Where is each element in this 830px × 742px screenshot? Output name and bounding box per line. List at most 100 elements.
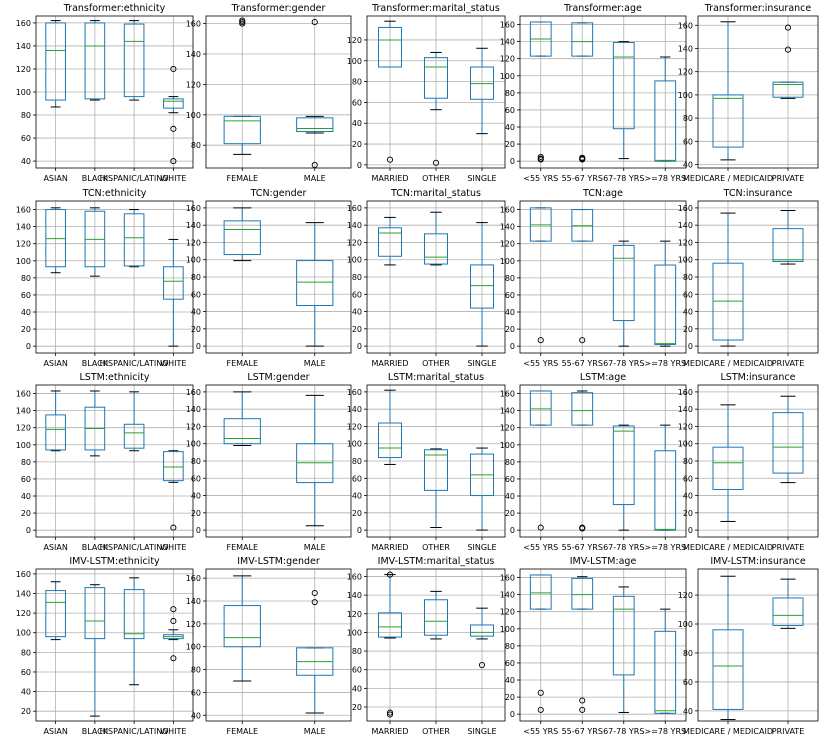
y-tick-label: 160	[347, 204, 362, 213]
x-tick-label: SINGLE	[467, 543, 496, 552]
boxplot-panel: IMV-LSTM:age 0 20 40 60 80 100 120 140 160 <55 YRS…	[500, 556, 687, 736]
panel-title: LSTM:ethnicity	[80, 372, 150, 383]
y-tick-label: 80	[191, 666, 201, 675]
panel-title: TCN:marital_status	[390, 188, 481, 199]
y-tick-label: 100	[500, 625, 515, 634]
y-tick-label: 160	[500, 206, 515, 215]
boxplot-panel: LSTM:ethnicity 0 20 40 60 80 100 120 140 160 ASIAN…	[16, 372, 194, 552]
y-tick-label: 20	[21, 325, 31, 334]
y-tick-label: 160	[16, 206, 31, 215]
outlier-point	[386, 156, 394, 163]
x-tick-label: MARRIED	[371, 727, 408, 736]
x-tick-label: 55-67 YRS	[562, 543, 603, 552]
iqr-box	[378, 612, 402, 638]
iqr-box	[612, 244, 635, 322]
box-white	[163, 606, 184, 662]
y-tick-label: 20	[505, 693, 515, 702]
box-hispanic-latino	[123, 20, 145, 101]
y-tick-label: 60	[683, 137, 693, 146]
y-tick-label: 120	[186, 80, 201, 89]
box-male	[296, 19, 334, 169]
boxplot-panel: Transformer:marital_status 0 20 40 60 80 100 12…	[347, 3, 506, 183]
x-tick-label: MEDICARE / MEDICAID	[683, 359, 773, 368]
outlier-point	[579, 706, 586, 713]
y-tick-label: 80	[505, 274, 515, 283]
box-medicare-medicaid	[712, 21, 744, 161]
axes-frame	[519, 15, 687, 169]
box-female	[223, 575, 261, 682]
y-tick-label: 80	[352, 273, 362, 282]
panel-title: Transformer:age	[563, 3, 642, 14]
iqr-box	[223, 605, 261, 648]
boxplot-panel: LSTM:marital_status 0 20 40 60 80 100 120 140 160…	[347, 372, 506, 552]
x-tick-label: SINGLE	[467, 174, 496, 183]
iqr-box	[654, 630, 677, 714]
y-tick-label: 40	[352, 308, 362, 317]
outlier-point	[170, 158, 177, 165]
y-tick-label: 100	[16, 88, 31, 97]
outlier-point	[386, 711, 394, 718]
x-tick-label: >=78 YRS	[644, 543, 686, 552]
axes-frame	[519, 384, 687, 538]
panel-title: Transformer:insurance	[704, 3, 812, 14]
iqr-box	[84, 587, 106, 640]
box-other	[424, 448, 448, 528]
y-tick-label: 40	[191, 492, 201, 501]
y-tick-label: 0	[357, 161, 362, 170]
y-tick-label: 120	[500, 55, 515, 64]
y-tick-label: 40	[21, 157, 31, 166]
iqr-box	[654, 80, 677, 162]
box-married	[378, 389, 402, 465]
x-tick-label: MARRIED	[371, 174, 408, 183]
x-tick-label: 55-67 YRS	[562, 174, 603, 183]
y-tick-label: 60	[21, 134, 31, 143]
x-tick-label: BLACK	[82, 543, 109, 552]
y-tick-label: 0	[688, 342, 693, 351]
y-tick-label: 20	[21, 509, 31, 518]
boxplot-panel: LSTM:age 0 20 40 60 80 100 120 140 160 <55 YRS 55-6…	[500, 372, 687, 552]
outlier-point	[386, 709, 394, 716]
y-tick-label: 40	[505, 492, 515, 501]
x-tick-label: <55 YRS	[523, 359, 558, 368]
outlier-point	[537, 153, 544, 160]
x-tick-label: HISPANIC/LATINO	[100, 543, 169, 552]
outlier-point	[170, 524, 177, 531]
y-tick-label: 0	[510, 157, 515, 166]
box-other	[424, 590, 448, 640]
y-tick-label: 80	[21, 274, 31, 283]
x-tick-label: MARRIED	[371, 543, 408, 552]
y-tick-label: 140	[347, 221, 362, 230]
y-tick-label: 100	[347, 440, 362, 449]
y-tick-label: 100	[678, 620, 693, 629]
x-tick-label: PRIVATE	[772, 543, 805, 552]
y-tick-label: 140	[678, 221, 693, 230]
axes-frame	[35, 200, 194, 354]
x-tick-label: OTHER	[422, 174, 450, 183]
x-tick-label: PRIVATE	[772, 727, 805, 736]
x-tick-label: 67-78 YRS	[603, 543, 644, 552]
x-tick-label: OTHER	[422, 727, 450, 736]
y-tick-label: 60	[191, 688, 201, 697]
iqr-box	[123, 23, 145, 98]
y-tick-label: 120	[347, 36, 362, 45]
y-tick-label: 140	[186, 50, 201, 59]
y-tick-label: 120	[186, 620, 201, 629]
y-tick-label: 120	[186, 238, 201, 247]
iqr-box	[712, 446, 744, 491]
outlier-point	[579, 156, 586, 163]
x-tick-label: <55 YRS	[523, 727, 558, 736]
x-tick-label: MEDICARE / MEDICAID	[683, 727, 773, 736]
y-tick-label: 40	[191, 308, 201, 317]
axes-frame	[205, 384, 352, 538]
x-tick-label: MARRIED	[371, 359, 408, 368]
y-tick-label: 40	[505, 308, 515, 317]
iqr-box	[84, 22, 106, 100]
x-tick-label: OTHER	[422, 359, 450, 368]
axes-frame	[35, 15, 194, 169]
iqr-box	[571, 577, 594, 610]
y-tick-label: 40	[352, 492, 362, 501]
y-tick-label: 100	[500, 257, 515, 266]
outlier-point	[537, 337, 544, 344]
y-tick-label: 40	[352, 684, 362, 693]
